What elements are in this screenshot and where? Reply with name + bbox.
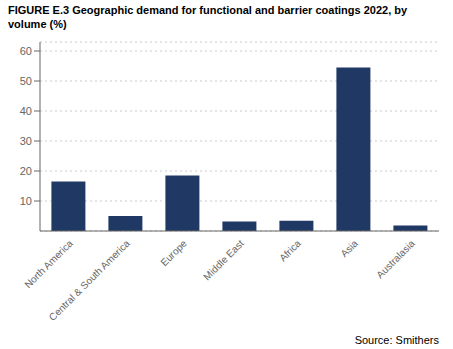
svg-text:Central & South America: Central & South America [47,237,133,323]
svg-text:10: 10 [20,195,32,207]
svg-text:30: 30 [20,135,32,147]
svg-text:40: 40 [20,105,32,117]
html-text:FIGURE E.3 Geographic demand f: FIGURE E.3 Geographic demand for functio… [8,4,408,30]
svg-text:Africa: Africa [277,237,303,263]
svg-text:North America: North America [22,237,75,290]
svg-text:20: 20 [20,165,32,177]
svg-text:Europe: Europe [158,237,189,268]
svg-text:Asia: Asia [338,237,360,259]
html-text:Source: Smithers: Source: Smithers [354,334,439,346]
svg-text:60: 60 [20,45,32,57]
svg-text:Australasia: Australasia [374,237,417,280]
svg-text:50: 50 [20,75,32,87]
svg-text:Middle East: Middle East [201,238,246,283]
